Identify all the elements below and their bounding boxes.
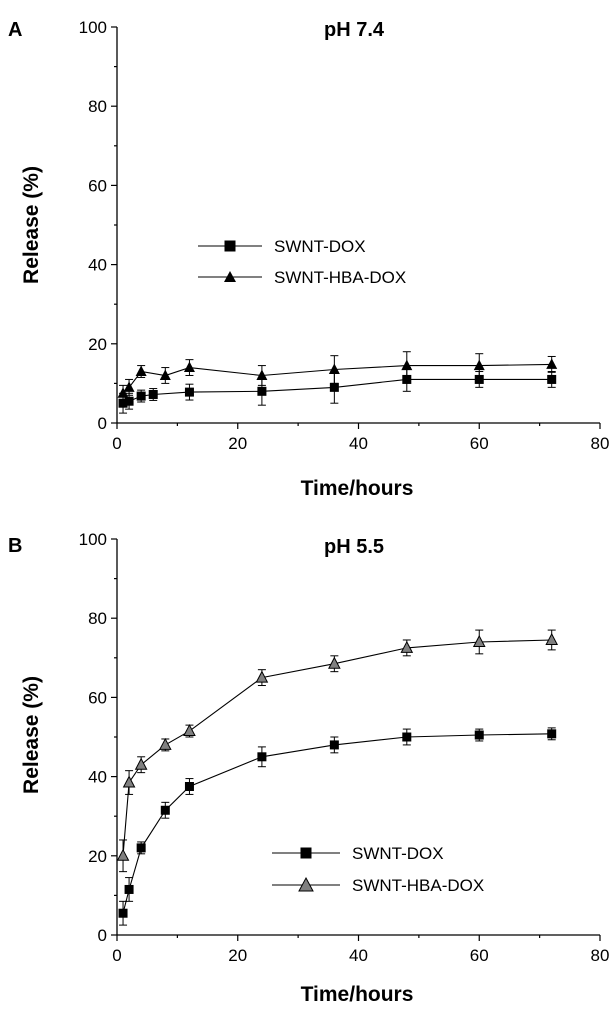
data-point-swnt-hba-dox [473,359,485,371]
data-point-swnt-hba-dox [400,640,414,653]
data-point-swnt-hba-dox [158,737,172,750]
panel-a-legend-item-swnt-hba-dox: SWNT-HBA-DOX [198,268,406,287]
panel-b-legend-item-swnt-hba-dox: SWNT-HBA-DOX [272,876,484,895]
data-point-swnt-hba-dox [116,848,130,861]
x-tick-label: 60 [470,946,489,965]
data-point-swnt-hba-dox [256,369,268,380]
data-point-swnt-hba-dox [183,723,196,737]
data-point-swnt-dox [124,396,134,406]
legend-label-swnt-dox: SWNT-DOX [352,844,444,863]
legend-label-swnt-hba-dox: SWNT-HBA-DOX [352,876,484,895]
panel-a-legend: SWNT-DOX SWNT-HBA-DOX [198,237,406,287]
triangle-marker-icon [224,271,236,282]
data-point-swnt-hba-dox [159,369,171,380]
data-point-swnt-hba-dox [328,363,340,375]
data-point-swnt-hba-dox [135,365,147,377]
panel-a-x-axis-title: Time/hours [301,477,414,500]
data-point-swnt-dox [160,805,170,815]
data-point-swnt-hba-dox [255,670,269,683]
panel-a-plot [117,351,558,414]
data-point-swnt-hba-dox [328,656,341,669]
data-point-swnt-hba-dox [401,359,413,371]
data-point-swnt-dox [257,752,267,762]
y-tick-label: 100 [79,18,107,37]
series-line-swnt-dox [122,378,552,404]
panel-a-legend-item-swnt-dox: SWNT-DOX [198,237,366,256]
triangle-marker-icon [298,876,314,892]
series-line-swnt-hba-dox [122,639,552,856]
data-point-swnt-hba-dox [183,361,195,373]
panel-a-y-axis-title: Release (%) [20,166,43,284]
x-tick-label: 40 [349,434,368,453]
data-point-swnt-hba-dox [472,634,486,647]
x-tick-label: 60 [470,434,489,453]
panel-b-title: pH 5.5 [324,536,384,558]
y-tick-label: 80 [88,97,107,116]
data-point-swnt-hba-dox [546,358,558,369]
x-tick-label: 20 [228,946,247,965]
x-tick-label: 40 [349,946,368,965]
panel-a-label: A [8,19,22,41]
data-point-swnt-dox [329,382,339,392]
x-tick-label: 0 [112,946,121,965]
panel-b-y-axis-title: Release (%) [20,676,43,794]
legend-label-swnt-dox: SWNT-DOX [274,237,366,256]
data-point-swnt-hba-dox [123,381,135,392]
y-tick-label: 0 [98,414,107,433]
y-tick-label: 40 [88,256,107,275]
panel-b-legend-item-swnt-dox: SWNT-DOX [272,844,444,863]
square-marker-icon [300,847,312,859]
legend-label-swnt-hba-dox: SWNT-HBA-DOX [274,268,406,287]
panel-b-x-axis-title: Time/hours [301,983,414,1006]
panel-b-label: B [8,535,22,557]
data-point-swnt-dox [148,389,158,399]
panel-b-plot [116,629,559,926]
y-tick-label: 100 [79,530,107,549]
data-point-swnt-dox [184,782,194,791]
data-point-swnt-dox [184,387,194,397]
panel-a-axes: 0 20 40 60 80 100 0 20 40 60 80 [79,18,610,453]
data-point-swnt-dox [547,374,557,384]
data-point-swnt-dox [402,732,412,742]
data-point-swnt-hba-dox [134,757,148,770]
data-point-swnt-dox [118,398,128,408]
y-tick-label: 20 [88,335,107,354]
y-tick-label: 80 [88,609,107,628]
data-point-swnt-dox [474,730,484,740]
panel-a-title: pH 7.4 [324,19,385,41]
panel-b: B pH 5.5 Release (%) Time/hours 0 20 40 60 8… [8,530,609,1006]
square-marker-icon [224,240,236,252]
data-point-swnt-dox [329,740,339,750]
x-tick-label: 20 [228,434,247,453]
panel-b-legend: SWNT-DOX SWNT-HBA-DOX [272,844,484,895]
data-point-swnt-hba-dox [122,775,136,788]
x-tick-label: 80 [591,434,610,453]
panel-a: A pH 7.4 Release (%) Time/hours 0 20 40 60 8… [8,18,609,500]
series-line-swnt-hba-dox [122,363,552,394]
data-point-swnt-dox [118,908,128,918]
y-tick-label: 60 [88,688,107,707]
series-line-swnt-dox [122,733,552,914]
data-point-swnt-dox [136,843,146,853]
y-tick-label: 40 [88,768,107,787]
y-tick-label: 0 [98,926,107,945]
data-point-swnt-dox [547,729,557,739]
data-point-swnt-dox [136,391,146,401]
data-point-swnt-dox [474,374,484,384]
x-tick-label: 80 [591,946,610,965]
x-tick-label: 0 [112,434,121,453]
data-point-swnt-dox [257,386,267,396]
y-tick-label: 20 [88,847,107,866]
data-point-swnt-hba-dox [545,632,559,645]
y-tick-label: 60 [88,176,107,195]
data-point-swnt-dox [124,884,134,894]
panel-b-axes: 0 20 40 60 80 100 0 20 40 60 80 [79,530,610,965]
